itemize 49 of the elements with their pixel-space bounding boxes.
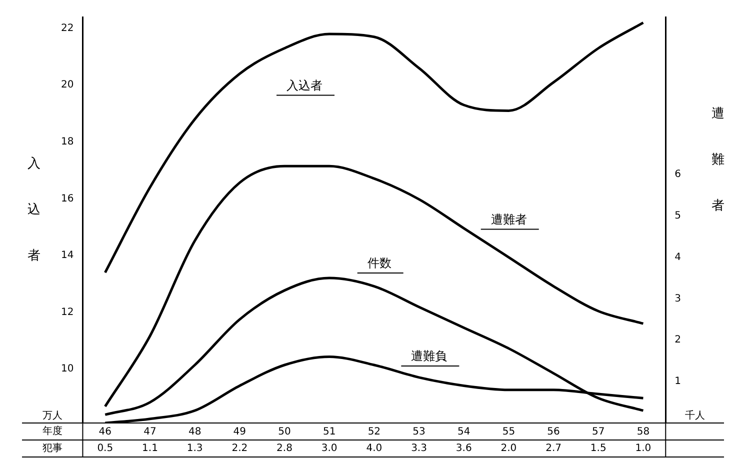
text: 3.0 — [321, 443, 338, 454]
y2-tick-label: 4 — [674, 252, 682, 263]
y2-tick-label: 2 — [674, 334, 682, 346]
x-tick-label: 55 — [502, 426, 516, 438]
text: 0.5 — [97, 443, 114, 454]
x-tick-label: 56 — [547, 426, 560, 438]
text: 2.0 — [500, 443, 517, 454]
x-tick-label: 54 — [457, 426, 470, 438]
x-tick-label: 58 — [636, 426, 650, 438]
text: 千人 — [684, 410, 705, 422]
text: 1.0 — [635, 443, 652, 454]
y-tick-label: 12 — [60, 306, 74, 318]
text: 4.0 — [366, 443, 382, 454]
y-tick-label: 14 — [60, 250, 74, 262]
text: 1.5 — [590, 443, 606, 454]
y2-tick-label: 5 — [674, 210, 682, 222]
text: 3.3 — [411, 443, 427, 454]
x-tick-label: 48 — [188, 426, 202, 438]
y2-tick-label: 1 — [674, 376, 682, 388]
y2-tick-label: 3 — [674, 293, 682, 304]
x-tick-label: 49 — [233, 426, 246, 438]
text: 2.2 — [232, 443, 248, 454]
text: 万人 — [42, 410, 62, 422]
x-tick-label: 51 — [322, 426, 336, 438]
text: 入込者 — [28, 156, 40, 264]
series-label: 遭難者 — [490, 212, 527, 226]
text: 遭難者 — [712, 106, 724, 214]
text: 犯事 — [42, 442, 62, 454]
text: 入込者 — [286, 78, 322, 92]
y2-tick-label: 6 — [674, 169, 682, 180]
y-tick-label: 22 — [60, 22, 74, 34]
text: 1.3 — [186, 443, 203, 454]
x-axis-title: 年度 — [42, 425, 62, 438]
x-tick-label: 46 — [98, 426, 112, 438]
x-tick-label: 53 — [412, 426, 426, 438]
text: 2.8 — [276, 443, 292, 454]
x-tick-label: 47 — [144, 426, 156, 438]
y-tick-label: 16 — [60, 193, 74, 204]
series-label: 遭難負 — [411, 349, 448, 364]
x-tick-label: 57 — [592, 426, 605, 438]
y-tick-label: 18 — [60, 136, 74, 148]
text: 1.1 — [142, 443, 158, 454]
series-label: 件数 — [367, 256, 392, 270]
text: 2.7 — [546, 443, 562, 454]
y-tick-label: 10 — [60, 364, 74, 375]
y-tick-label: 20 — [60, 80, 74, 91]
text: 3.6 — [456, 443, 472, 454]
x-tick-label: 50 — [278, 426, 291, 438]
x-tick-label: 52 — [368, 426, 381, 438]
